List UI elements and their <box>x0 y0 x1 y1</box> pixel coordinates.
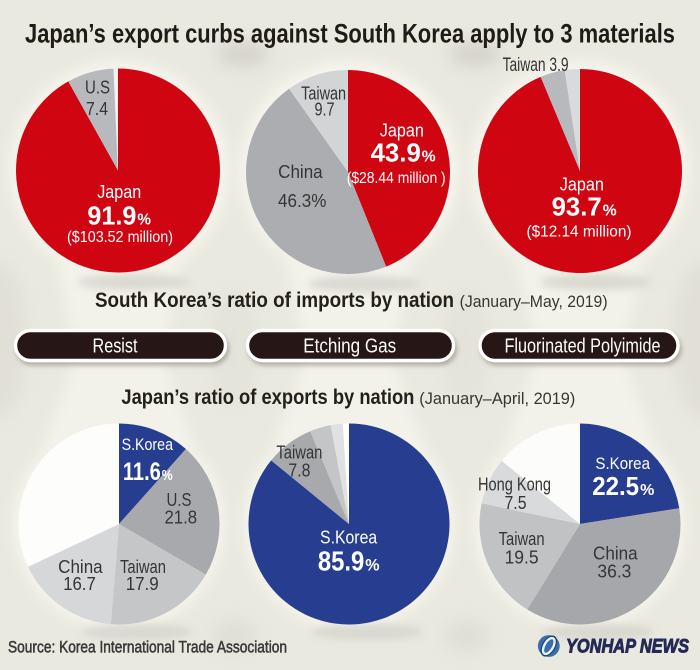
svg-text:Japan: Japan <box>97 182 141 202</box>
svg-text:91.9: 91.9 <box>87 201 136 231</box>
svg-text:%: % <box>422 149 436 166</box>
svg-text:7.4: 7.4 <box>86 99 108 119</box>
svg-text:16.7: 16.7 <box>63 574 96 594</box>
svg-text:7.5: 7.5 <box>505 493 527 513</box>
svg-text:(January–April, 2019): (January–April, 2019) <box>419 390 575 408</box>
svg-text:($103.52 million): ($103.52 million) <box>67 229 173 246</box>
svg-text:Japan: Japan <box>380 121 424 141</box>
svg-text:93.7: 93.7 <box>552 192 602 222</box>
svg-text:China: China <box>58 557 103 577</box>
svg-text:U.S: U.S <box>167 490 192 510</box>
svg-text:U.S: U.S <box>85 78 110 98</box>
svg-text:36.3: 36.3 <box>597 561 631 581</box>
svg-text:Taiwan: Taiwan <box>301 83 346 103</box>
svg-text:46.3%: 46.3% <box>278 191 326 211</box>
svg-text:Source: Korea International Tr: Source: Korea International Trade Associ… <box>8 639 287 657</box>
svg-text:21.8: 21.8 <box>165 507 198 527</box>
svg-text:%: % <box>137 212 151 229</box>
svg-text:43.9: 43.9 <box>371 138 421 168</box>
svg-text:($12.14 million): ($12.14 million) <box>527 224 632 241</box>
svg-text:7.8: 7.8 <box>288 461 310 481</box>
svg-text:S.Korea: S.Korea <box>122 435 174 454</box>
svg-text:(January–May, 2019): (January–May, 2019) <box>460 293 608 311</box>
svg-text:11.6: 11.6 <box>123 458 161 486</box>
svg-text:Taiwan: Taiwan <box>276 442 322 462</box>
svg-text:South Korea’s ratio of imports: South Korea’s ratio of imports by nation <box>95 288 454 312</box>
svg-text:Etching Gas: Etching Gas <box>303 336 396 358</box>
svg-text:China: China <box>593 543 638 563</box>
svg-text:Japan: Japan <box>560 175 604 195</box>
svg-text:Japan’s ratio of exports by na: Japan’s ratio of exports by nation <box>121 385 414 409</box>
svg-text:%: % <box>603 203 617 220</box>
svg-text:Taiwan 3.9: Taiwan 3.9 <box>503 55 569 76</box>
svg-text:($28.44 million ): ($28.44 million ) <box>347 170 446 187</box>
svg-text:Japan’s export curbs against S: Japan’s export curbs against South Korea… <box>25 19 675 49</box>
svg-text:China: China <box>278 162 323 182</box>
svg-text:Hong Kong: Hong Kong <box>478 475 551 495</box>
svg-text:%: % <box>162 467 173 484</box>
svg-text:S.Korea: S.Korea <box>595 454 650 473</box>
svg-text:S.Korea: S.Korea <box>320 528 378 548</box>
svg-text:17.9: 17.9 <box>126 574 159 594</box>
svg-text:%: % <box>640 482 654 499</box>
svg-text:%: % <box>365 556 379 575</box>
svg-text:85.9: 85.9 <box>318 546 364 577</box>
svg-text:Taiwan: Taiwan <box>499 529 545 549</box>
svg-text:19.5: 19.5 <box>505 547 539 567</box>
svg-text:9.7: 9.7 <box>315 100 335 120</box>
svg-text:Resist: Resist <box>93 336 138 358</box>
svg-text:Fluorinated Polyimide: Fluorinated Polyimide <box>505 336 661 358</box>
svg-text:YONHAP NEWS: YONHAP NEWS <box>566 637 689 658</box>
svg-text:Taiwan: Taiwan <box>120 557 166 577</box>
svg-text:22.5: 22.5 <box>592 471 639 501</box>
